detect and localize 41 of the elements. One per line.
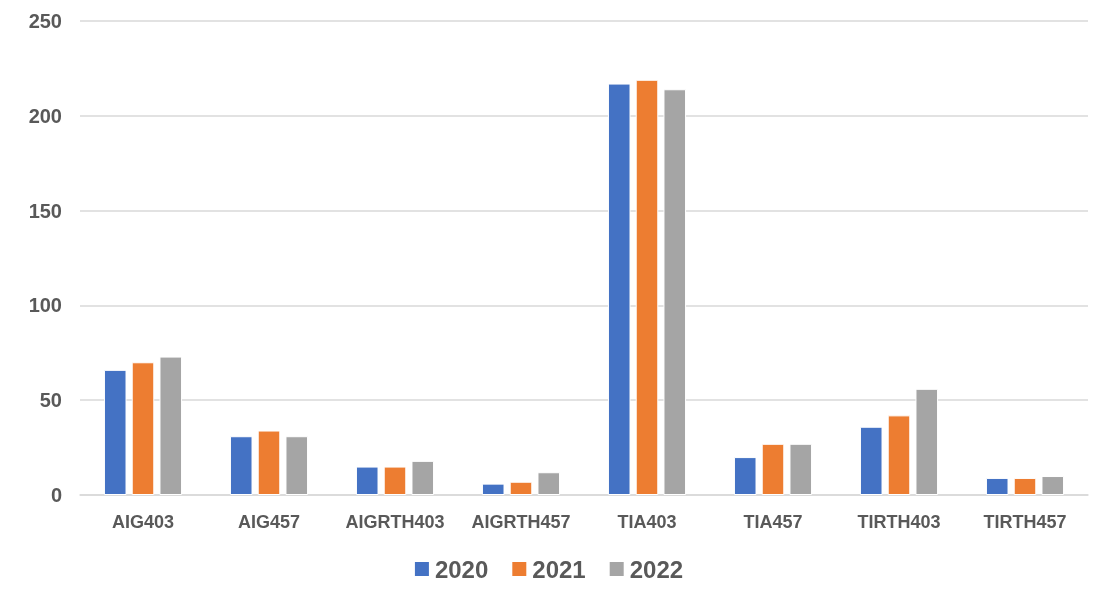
bar	[103, 369, 127, 495]
bar	[257, 430, 281, 495]
bar	[159, 356, 183, 495]
bar	[131, 362, 155, 495]
legend-label: 2020	[434, 555, 489, 583]
bar	[537, 472, 561, 495]
bar	[285, 436, 309, 495]
bar	[229, 436, 253, 495]
bar	[355, 466, 379, 495]
legend-label: 2022	[629, 555, 684, 583]
bar	[1041, 476, 1065, 495]
bar	[607, 83, 631, 495]
bar	[383, 466, 407, 495]
x-tick-label: AIGRTH403	[345, 512, 445, 532]
x-tick-label: AIG457	[237, 512, 301, 532]
bar	[663, 89, 687, 495]
bar	[509, 481, 533, 495]
legend-label: 2021	[532, 555, 586, 583]
y-tick-label: 200	[28, 104, 62, 127]
bar	[915, 388, 939, 495]
bar	[761, 443, 785, 495]
x-tick-label: TIA457	[743, 512, 803, 532]
bar	[859, 426, 883, 495]
y-tick-label: 50	[39, 389, 62, 412]
y-tick-label: 250	[28, 10, 62, 32]
bar	[481, 483, 505, 495]
bar	[887, 415, 911, 495]
x-tick-label: TIA403	[617, 512, 677, 532]
bar	[985, 477, 1009, 495]
y-tick-label: 150	[28, 199, 62, 222]
x-tick-label: AIG403	[111, 512, 175, 532]
bar	[1013, 477, 1037, 495]
bar	[635, 79, 659, 495]
x-tick-label: TIRTH403	[857, 512, 941, 532]
bar	[733, 457, 757, 495]
bar	[789, 443, 813, 495]
x-tick-label: TIRTH457	[983, 512, 1067, 532]
bar	[411, 460, 435, 495]
y-tick-label: 0	[50, 484, 62, 506]
y-tick-label: 100	[28, 294, 62, 317]
x-tick-label: AIGRTH457	[471, 512, 571, 532]
